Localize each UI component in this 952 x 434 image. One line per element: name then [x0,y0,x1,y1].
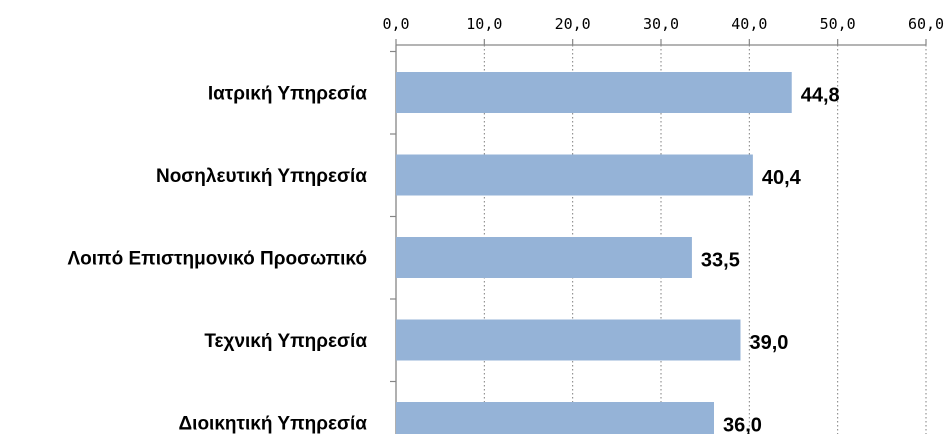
data-label: 36,0 [723,415,762,434]
x-tick-label: 10,0 [466,15,502,33]
category-label: Νοσηλευτική Υπηρεσία [156,166,367,187]
data-label: 33,5 [701,250,740,272]
category-label: Λοιπό Επιστημονικό Προσωπικό [68,249,368,270]
x-tick-label: 60,0 [908,15,944,33]
labels: 0,0 10,0 20,0 30,0 40,0 50,0 60,0 Ιατρική Υπηρε… [68,15,945,434]
data-label: 40,4 [762,167,802,189]
x-tick-label: 40,0 [731,15,767,33]
x-tick-label: 50,0 [820,15,856,33]
x-tick-label: 20,0 [555,15,591,33]
x-tick-label: 0,0 [382,15,409,33]
category-label: Διοικητική Υπηρεσία [179,414,368,434]
bar [396,402,714,434]
data-label: 44,8 [801,85,840,107]
x-tick-label: 30,0 [643,15,679,33]
bars [396,72,792,434]
bar [396,72,792,113]
bar [396,319,741,361]
category-label: Ιατρική Υπηρεσία [208,84,367,105]
category-label: Τεχνική Υπηρεσία [204,331,367,352]
data-label: 39,0 [750,332,789,354]
bar [396,237,692,278]
bar [396,154,753,196]
